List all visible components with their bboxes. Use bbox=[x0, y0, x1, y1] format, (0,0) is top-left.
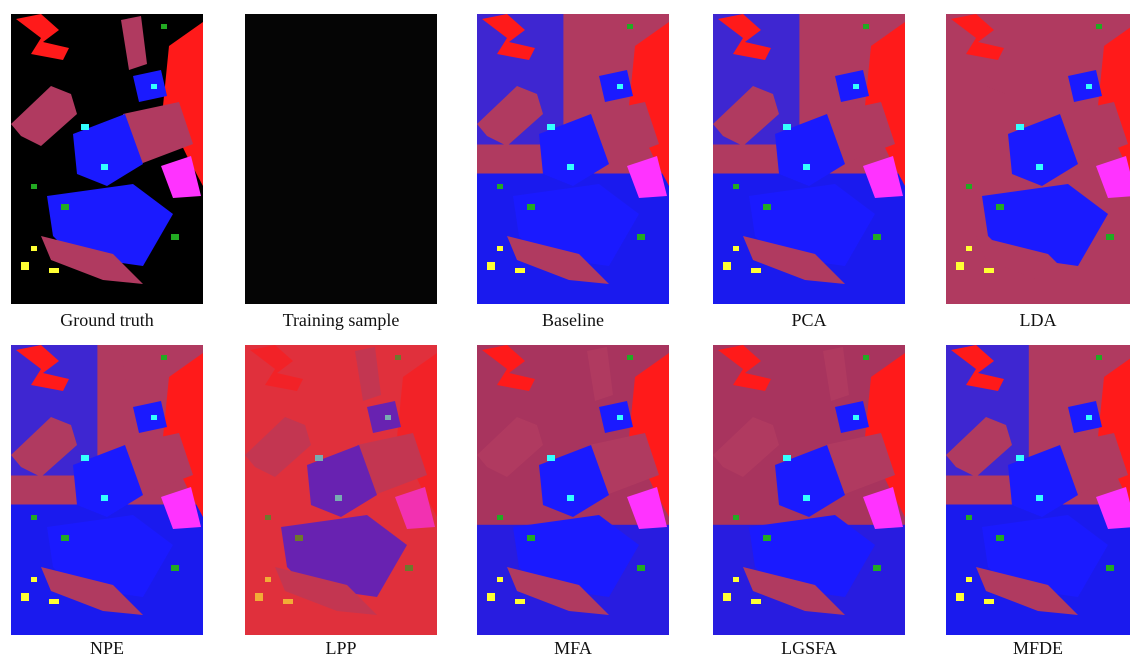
caption: PCA bbox=[791, 310, 826, 330]
map-background bbox=[245, 14, 437, 304]
caption: LPP bbox=[325, 638, 356, 658]
caption: Training sample bbox=[283, 310, 400, 330]
caption: MFDE bbox=[1013, 638, 1063, 658]
map-panel: LGSFA bbox=[713, 345, 905, 658]
panel-grid: Ground truth Training sample Baseline PCA LD… bbox=[11, 14, 1130, 658]
map-panel: Baseline bbox=[477, 14, 669, 330]
caption: MFA bbox=[554, 638, 592, 658]
caption: Ground truth bbox=[60, 310, 154, 330]
map-panel: LPP bbox=[245, 345, 437, 658]
map-panel: MFDE bbox=[946, 345, 1130, 658]
map-panel: NPE bbox=[11, 345, 203, 658]
map-panel: PCA bbox=[713, 14, 905, 330]
figure: Ground truth Training sample Baseline PCA LD… bbox=[0, 0, 1130, 659]
caption: LGSFA bbox=[781, 638, 837, 658]
caption: NPE bbox=[90, 638, 124, 658]
map-panel: Ground truth bbox=[11, 14, 203, 330]
map-panel: Training sample bbox=[245, 14, 437, 330]
map-panel: MFA bbox=[477, 345, 669, 658]
caption: Baseline bbox=[542, 310, 604, 330]
map-panel: LDA bbox=[946, 14, 1130, 330]
caption: LDA bbox=[1020, 310, 1057, 330]
